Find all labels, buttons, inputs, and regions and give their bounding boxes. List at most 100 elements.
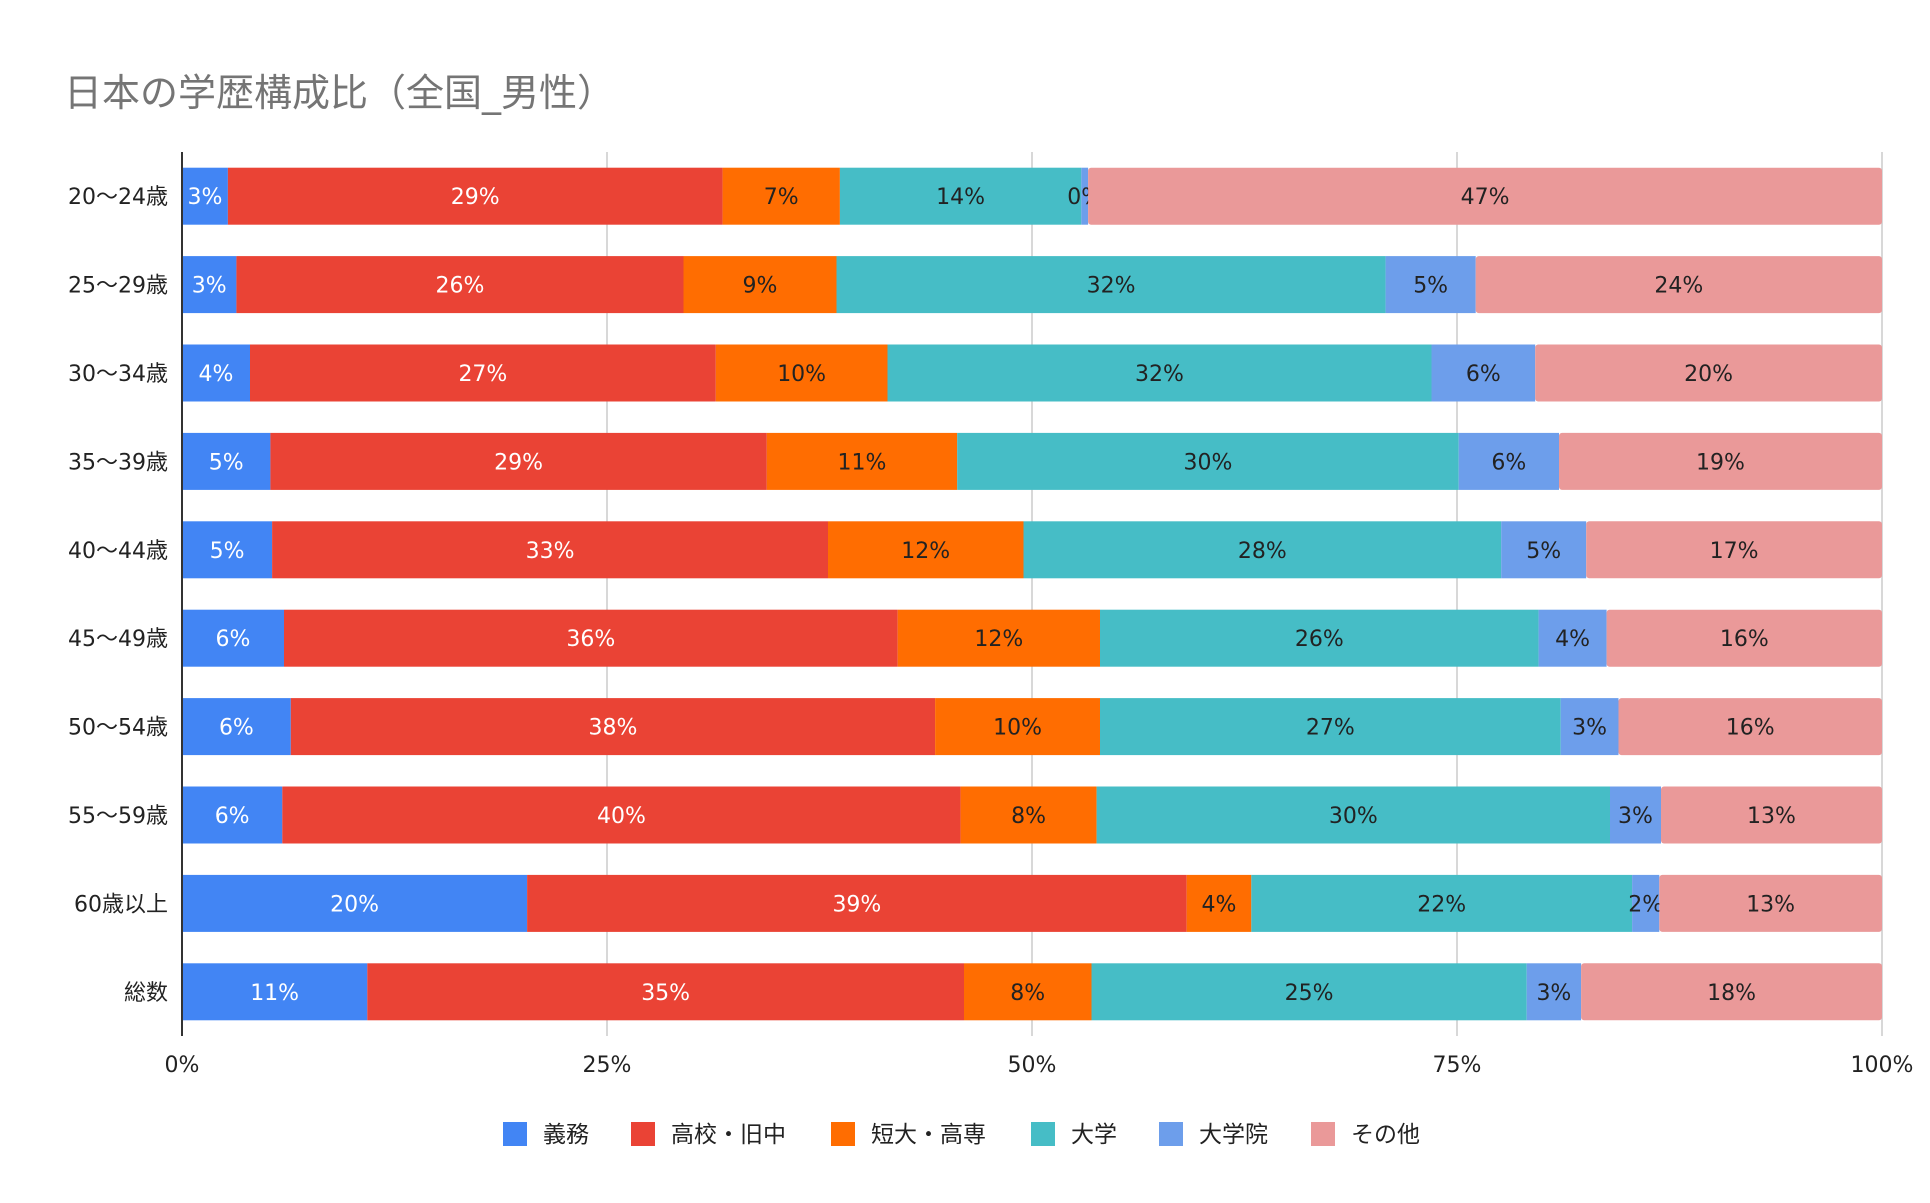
data-label: 19% [1696, 450, 1745, 475]
data-label: 3% [1572, 716, 1607, 741]
data-label: 22% [1417, 892, 1466, 917]
data-label: 6% [1491, 450, 1526, 475]
data-label: 3% [192, 274, 227, 299]
bar-segment [964, 963, 1092, 1021]
legend-label: 短大・高専 [871, 1122, 986, 1148]
bar-segment [527, 874, 1187, 932]
data-label: 38% [588, 716, 637, 741]
legend-label: その他 [1351, 1122, 1420, 1148]
data-label: 35% [641, 981, 690, 1006]
data-label: 6% [219, 716, 254, 741]
data-label: 10% [993, 716, 1042, 741]
data-label: 6% [216, 627, 251, 652]
data-label: 20% [1684, 362, 1733, 387]
data-label: 33% [526, 539, 575, 564]
data-label: 28% [1238, 539, 1287, 564]
data-label: 5% [210, 539, 245, 564]
data-label: 13% [1747, 804, 1796, 829]
bar-segment [1559, 432, 1882, 490]
data-label: 4% [199, 362, 234, 387]
bar-segment [1586, 521, 1882, 579]
bar-segment [227, 167, 723, 225]
category-label: 40〜44歳 [68, 539, 168, 564]
data-label: 2% [1628, 892, 1663, 917]
chart-title: 日本の学歴構成比（全国_男性） [64, 71, 616, 115]
bar-segment [1458, 432, 1559, 490]
legend-label: 大学 [1071, 1122, 1117, 1148]
category-label: 60歳以上 [74, 892, 168, 917]
bar-segment [683, 256, 837, 314]
data-label: 26% [1295, 627, 1344, 652]
legend-swatch [631, 1122, 655, 1146]
data-label: 12% [901, 539, 950, 564]
data-label: 29% [494, 450, 543, 475]
bar-segment [897, 609, 1100, 667]
data-label: 20% [330, 892, 379, 917]
bar-segment [1385, 256, 1476, 314]
data-label: 5% [209, 450, 244, 475]
data-label: 29% [451, 185, 500, 210]
bar-segment [1560, 698, 1619, 756]
x-tick-label: 0% [165, 1053, 200, 1078]
legend-swatch [1311, 1122, 1335, 1146]
bar-segment [960, 786, 1097, 844]
bar-segment [182, 344, 250, 402]
data-label: 8% [1010, 981, 1045, 1006]
x-tick-label: 50% [1008, 1053, 1057, 1078]
data-label: 36% [566, 627, 615, 652]
bar-segment [182, 432, 271, 490]
bar-segment [1431, 344, 1536, 402]
bar-segment [1659, 874, 1882, 932]
data-label: 26% [435, 274, 484, 299]
data-label: 16% [1726, 716, 1775, 741]
x-tick-label: 75% [1433, 1053, 1482, 1078]
legend-label: 大学院 [1199, 1122, 1268, 1148]
category-label: 35〜39歳 [68, 450, 168, 475]
data-label: 3% [187, 185, 222, 210]
bar-segment [722, 167, 840, 225]
category-label: 25〜29歳 [68, 274, 168, 299]
data-label: 8% [1011, 804, 1046, 829]
category-label: 45〜49歳 [68, 627, 168, 652]
bar-segment [284, 609, 898, 667]
bar-segment [1535, 344, 1882, 402]
bar-segment [182, 521, 273, 579]
bar-segment [887, 344, 1432, 402]
bar-segment [1088, 167, 1882, 225]
data-label: 30% [1329, 804, 1378, 829]
category-label: 総数 [124, 981, 168, 1006]
bar-segment [935, 698, 1100, 756]
bar-segment [1100, 698, 1561, 756]
bar-segment [290, 698, 936, 756]
bar-segment [1096, 786, 1610, 844]
data-label: 3% [1536, 981, 1571, 1006]
bar-segment [1632, 874, 1660, 932]
bar-segment [1526, 963, 1582, 1021]
bar-segment [182, 963, 368, 1021]
legend-swatch [831, 1122, 855, 1146]
bar-segment [766, 432, 958, 490]
x-tick-label: 25% [583, 1053, 632, 1078]
category-label: 20〜24歳 [68, 185, 168, 210]
data-label: 7% [764, 185, 799, 210]
data-label: 11% [250, 981, 299, 1006]
bar-segment [182, 698, 291, 756]
data-label: 4% [1555, 627, 1590, 652]
legend-swatch [503, 1122, 527, 1146]
data-label: 10% [777, 362, 826, 387]
legend-swatch [1159, 1122, 1183, 1146]
data-label: 24% [1654, 274, 1703, 299]
bar-segment [270, 432, 767, 490]
bar-segment [957, 432, 1459, 490]
legend-swatch [1031, 1122, 1055, 1146]
data-label: 40% [597, 804, 646, 829]
bar-segment [1186, 874, 1252, 932]
bar-segment [836, 256, 1386, 314]
data-label: 6% [215, 804, 250, 829]
data-label: 5% [1413, 274, 1448, 299]
bar-segment [272, 521, 829, 579]
bar-segment [1538, 609, 1607, 667]
data-label: 32% [1087, 274, 1136, 299]
